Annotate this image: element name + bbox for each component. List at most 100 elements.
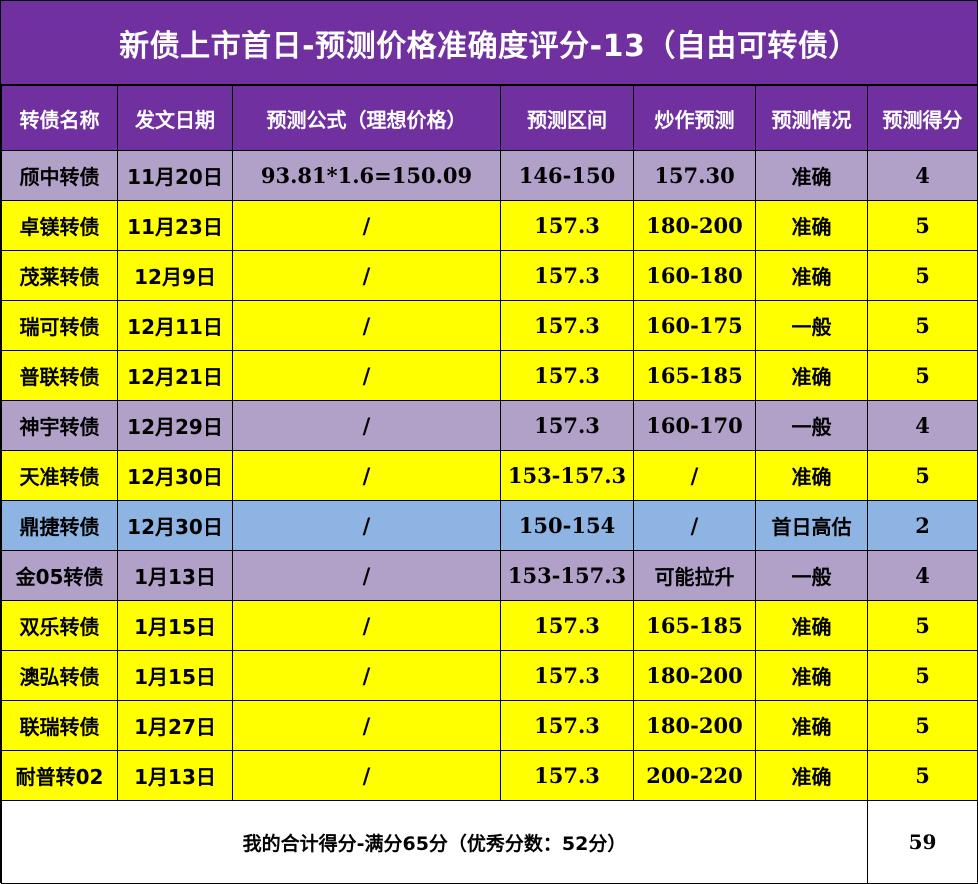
cell-result: 准确	[755, 150, 868, 201]
cell-name: 天准转债	[1, 450, 118, 501]
cell-name: 金05转债	[1, 550, 118, 601]
cell-range: 146-150	[500, 150, 634, 201]
cell-date: 12月30日	[117, 500, 233, 551]
header-score: 预测得分	[867, 85, 978, 151]
header-hype: 炒作预测	[633, 85, 756, 151]
header-formula: 预测公式（理想价格）	[232, 85, 501, 151]
cell-name: 神宇转债	[1, 400, 118, 451]
table-row: 茂莱转债 12月9日/157.3 160-180 准确 5	[1, 250, 978, 301]
cell-date: 11月20日	[117, 150, 233, 201]
sheet-title: 新债上市首日-预测价格准确度评分-13（自由可转债）	[1, 1, 977, 85]
cell-result: 准确	[755, 750, 868, 801]
header-result: 预测情况	[755, 85, 868, 151]
cell-score: 5	[867, 300, 978, 351]
table-row: 耐普转02 1月13日/157.3 200-220 准确 5	[1, 750, 978, 801]
cell-result: 准确	[755, 250, 868, 301]
cell-name: 双乐转债	[1, 600, 118, 651]
cell-date: 1月27日	[117, 700, 233, 751]
cell-date: 1月15日	[117, 600, 233, 651]
header-row: 转债名称 发文日期 预测公式（理想价格） 预测区间 炒作预测 预测情况 预测得分	[1, 85, 978, 151]
cell-formula: /	[232, 700, 501, 751]
cell-result: 准确	[755, 350, 868, 401]
table-row: 金05转债 1月13日/153-157.3 可能拉升 一般 4	[1, 550, 978, 601]
header-date: 发文日期	[117, 85, 233, 151]
table-body: 颀中转债 11月20日 93.81*1.6=150.09 146-150 157.30 准…	[1, 150, 978, 801]
cell-score: 4	[867, 150, 978, 201]
table-row: 鼎捷转债 12月30日/150-154/首日高估 2	[1, 500, 978, 551]
cell-name: 普联转债	[1, 350, 118, 401]
cell-range: 157.3	[500, 750, 634, 801]
table-row: 普联转债 12月21日/157.3 165-185 准确 5	[1, 350, 978, 401]
cell-formula: /	[232, 300, 501, 351]
cell-hype: 160-180	[633, 250, 756, 301]
cell-range: 150-154	[500, 500, 634, 551]
cell-range: 157.3	[500, 650, 634, 701]
header-range: 预测区间	[500, 85, 634, 151]
cell-formula: /	[232, 500, 501, 551]
cell-formula: /	[232, 450, 501, 501]
cell-range: 157.3	[500, 300, 634, 351]
cell-range: 157.3	[500, 250, 634, 301]
cell-date: 1月13日	[117, 550, 233, 601]
cell-score: 5	[867, 700, 978, 751]
cell-hype: 165-185	[633, 350, 756, 401]
cell-hype: 157.30	[633, 150, 756, 201]
table-row: 卓镁转债 11月23日/157.3 180-200 准确 5	[1, 200, 978, 251]
cell-hype: 160-170	[633, 400, 756, 451]
cell-hype: 160-175	[633, 300, 756, 351]
cell-formula: /	[232, 350, 501, 401]
table-row: 瑞可转债 12月11日/157.3 160-175 一般 5	[1, 300, 978, 351]
cell-result: 准确	[755, 600, 868, 651]
cell-name: 卓镁转债	[1, 200, 118, 251]
cell-result: 准确	[755, 200, 868, 251]
cell-formula: /	[232, 650, 501, 701]
cell-date: 1月13日	[117, 750, 233, 801]
cell-score: 4	[867, 550, 978, 601]
cell-hype: /	[633, 500, 756, 551]
cell-range: 153-157.3	[500, 550, 634, 601]
cell-result: 一般	[755, 550, 868, 601]
table-row: 颀中转债 11月20日 93.81*1.6=150.09 146-150 157.30 准…	[1, 150, 978, 201]
cell-score: 4	[867, 400, 978, 451]
cell-score: 5	[867, 750, 978, 801]
cell-range: 157.3	[500, 700, 634, 751]
total-score: 59	[867, 800, 978, 884]
cell-formula: 93.81*1.6=150.09	[232, 150, 501, 201]
total-row: 我的合计得分-满分65分（优秀分数：52分） 59	[1, 800, 978, 884]
cell-date: 11月23日	[117, 200, 233, 251]
cell-name: 联瑞转债	[1, 700, 118, 751]
cell-hype: /	[633, 450, 756, 501]
cell-date: 1月15日	[117, 650, 233, 701]
score-table: 转债名称 发文日期 预测公式（理想价格） 预测区间 炒作预测 预测情况 预测得分…	[1, 85, 978, 884]
cell-formula: /	[232, 750, 501, 801]
cell-date: 12月11日	[117, 300, 233, 351]
cell-score: 5	[867, 450, 978, 501]
cell-range: 157.3	[500, 200, 634, 251]
cell-formula: /	[232, 550, 501, 601]
cell-hype: 180-200	[633, 650, 756, 701]
cell-result: 准确	[755, 700, 868, 751]
cell-score: 5	[867, 650, 978, 701]
cell-range: 153-157.3	[500, 450, 634, 501]
cell-hype: 可能拉升	[633, 550, 756, 601]
cell-range: 157.3	[500, 350, 634, 401]
table-row: 双乐转债 1月15日/157.3 165-185 准确 5	[1, 600, 978, 651]
cell-formula: /	[232, 200, 501, 251]
cell-result: 准确	[755, 650, 868, 701]
header-name: 转债名称	[1, 85, 118, 151]
cell-score: 5	[867, 250, 978, 301]
cell-formula: /	[232, 400, 501, 451]
cell-result: 准确	[755, 450, 868, 501]
cell-score: 5	[867, 200, 978, 251]
cell-name: 澳弘转债	[1, 650, 118, 701]
total-label: 我的合计得分-满分65分（优秀分数：52分）	[1, 800, 868, 884]
table-row: 联瑞转债 1月27日/157.3 180-200 准确 5	[1, 700, 978, 751]
cell-hype: 165-185	[633, 600, 756, 651]
cell-score: 5	[867, 350, 978, 401]
cell-date: 12月30日	[117, 450, 233, 501]
cell-result: 首日高估	[755, 500, 868, 551]
cell-hype: 180-200	[633, 200, 756, 251]
cell-date: 12月29日	[117, 400, 233, 451]
cell-name: 瑞可转债	[1, 300, 118, 351]
table-row: 澳弘转债 1月15日/157.3 180-200 准确 5	[1, 650, 978, 701]
